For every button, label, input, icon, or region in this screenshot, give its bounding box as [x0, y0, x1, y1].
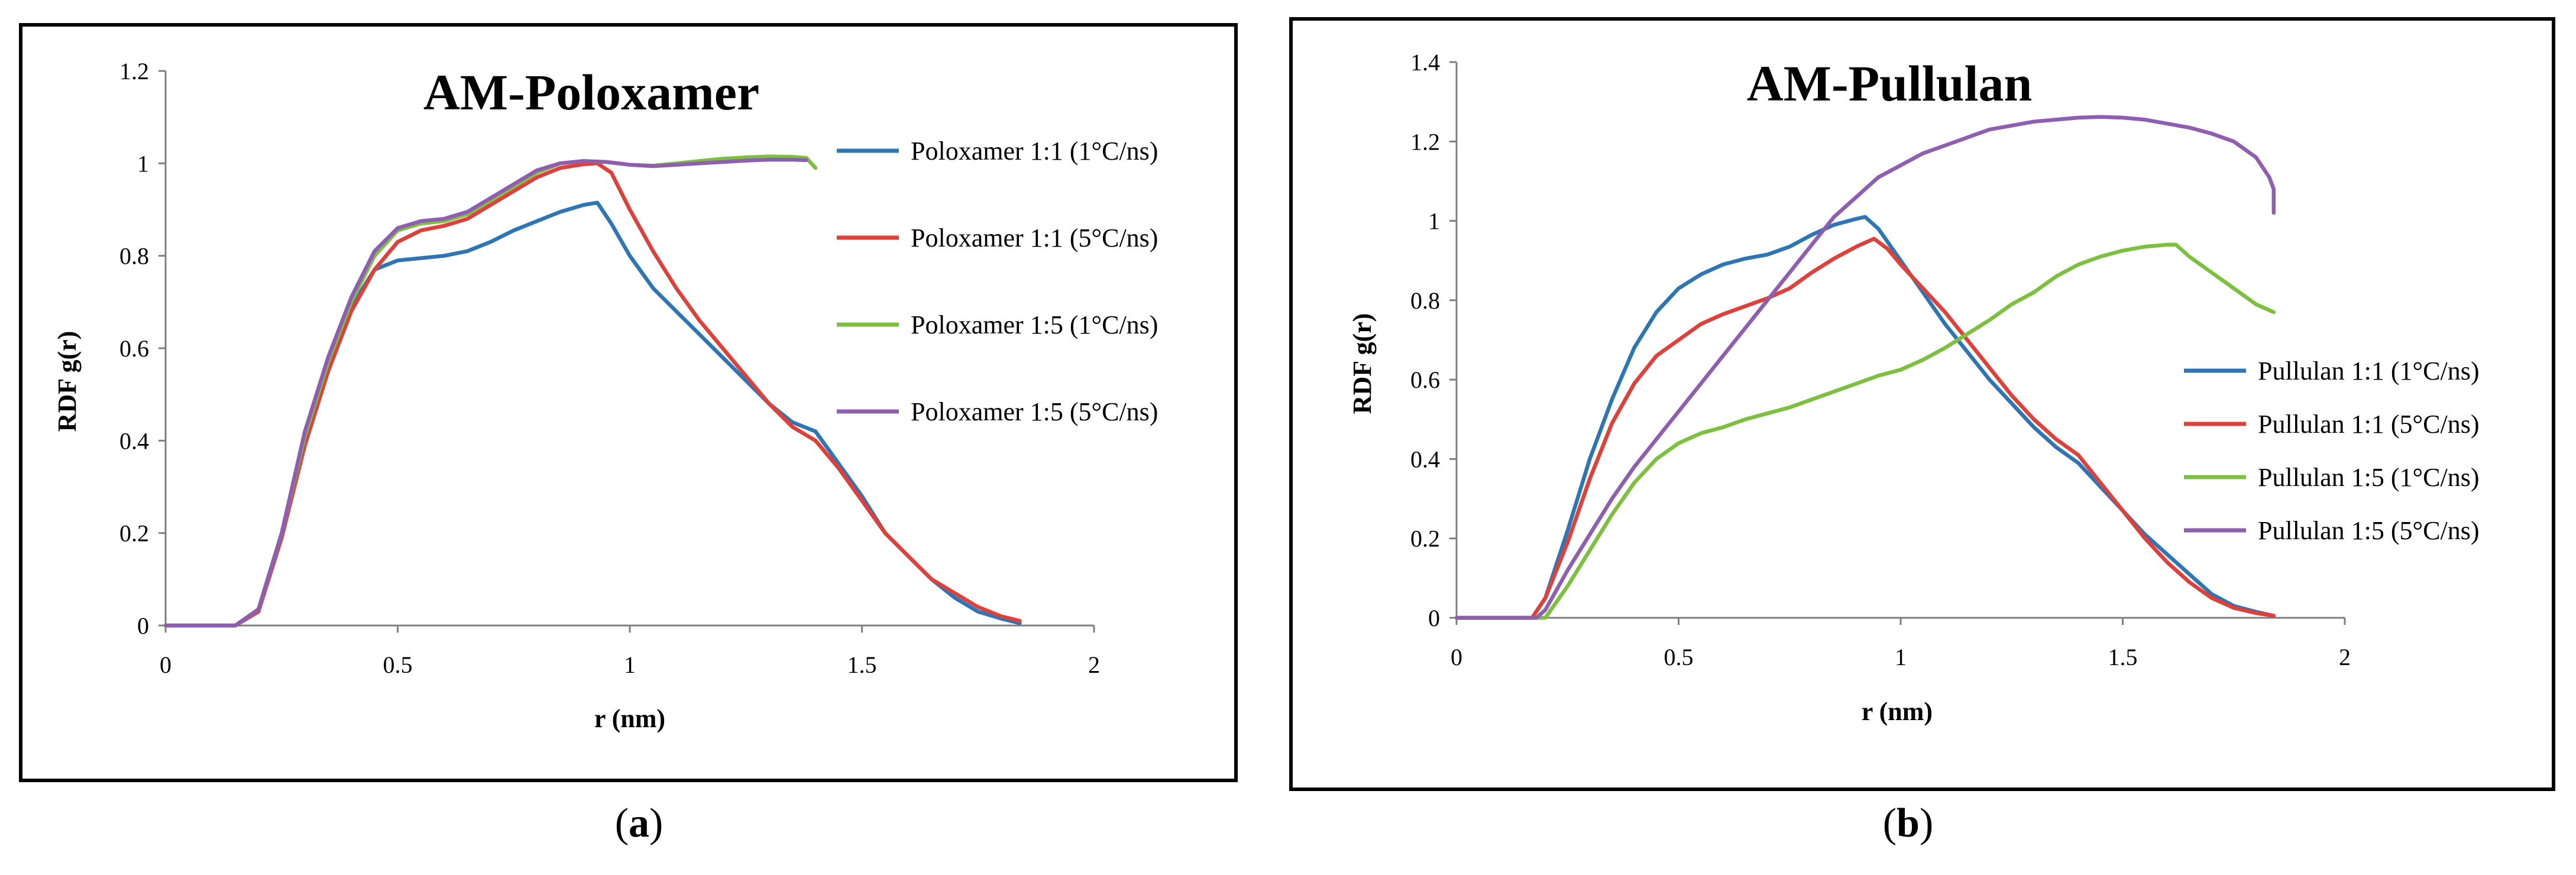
panel-a-y-tick-label: 0.6: [119, 335, 149, 362]
panel-b-y-tick-label: 1.2: [1410, 128, 1440, 155]
panel-a-x-tick-label: 0: [160, 652, 171, 678]
panel-a-label-letter: a: [629, 801, 649, 846]
panel-a-x-tick-label: 1.5: [847, 652, 877, 678]
panel-a-plot-area: 0 0.5 1 1.5 2 0 0.2 0.4 0.6 0.8 1 1.2: [119, 58, 1100, 678]
panel-a-x-tick-label: 0.5: [383, 652, 413, 678]
panel-b-legend-label-1: Pullulan 1:1 (1°C/ns): [2258, 357, 2480, 385]
panel-b-x-tick-label: 1.5: [2108, 644, 2138, 670]
panel-a-legend: Poloxamer 1:1 (1°C/ns) Poloxamer 1:1 (5°C…: [837, 137, 1158, 426]
panel-a-y-tick-label: 1: [137, 150, 149, 177]
panel-a-label: ( a ): [615, 801, 664, 846]
panel-a-title: AM-Poloxamer: [423, 64, 759, 121]
panel-a-frame: [19, 23, 1238, 782]
panel-b-y-tick-label: 1: [1428, 208, 1440, 235]
panel-b-legend-label-4: Pullulan 1:5 (5°C/ns): [2258, 516, 2480, 545]
panel-b-series-line-1: [1454, 215, 2276, 620]
svg-text:(: (: [1883, 801, 1897, 846]
svg-text:): ): [1920, 801, 1933, 846]
panel-a-x-tick-label: 1: [624, 652, 636, 678]
panel-b-legend-label-2: Pullulan 1:1 (5°C/ns): [2258, 410, 2480, 439]
panel-b-y-tick-label: 0.2: [1410, 526, 1440, 552]
panel-b-x-tick-label: 0.5: [1664, 644, 1694, 670]
panel-a-x-axis-label: r (nm): [594, 704, 665, 733]
svg-text:(: (: [615, 801, 629, 846]
panel-b-y-axis-label: RDF g(r): [1348, 313, 1377, 414]
panel-b-y-tick-label: 1.4: [1410, 49, 1440, 76]
panel-b-legend-label-3: Pullulan 1:5 (1°C/ns): [2258, 463, 2480, 492]
panel-b-title: AM-Pullulan: [1747, 55, 2033, 112]
panel-a-x-tick-label: 2: [1088, 652, 1100, 678]
panel-a-series-line-2: [163, 161, 1022, 628]
panel-b-series-line-3: [1454, 242, 2276, 620]
panel-a-legend-label-1: Poloxamer 1:1 (1°C/ns): [911, 137, 1158, 166]
panel-b-plot-area: 0 0.5 1 1.5 2 0 0.2 0.4 0.6 0.8 1 1.2 1.4: [1410, 49, 2351, 670]
panel-a-series-line-4: [163, 157, 808, 628]
panel-a-y-tick-label: 0.2: [119, 520, 149, 547]
panel-b-y-tick-label: 0: [1428, 605, 1440, 631]
panel-b-x-axis-label: r (nm): [1862, 697, 1933, 726]
panel-b-y-tick-label: 0.4: [1410, 446, 1440, 472]
panel-b-x-tick-label: 0: [1451, 644, 1462, 670]
panel-b-frame: [1289, 17, 2555, 791]
panel-b-label: ( b ): [1883, 801, 1934, 846]
panel-a-legend-label-3: Poloxamer 1:5 (1°C/ns): [911, 310, 1158, 339]
panel-b-series-line-4: [1454, 115, 2276, 620]
panel-b-y-tick-label: 0.8: [1410, 287, 1440, 314]
panel-a-y-tick-label: 0.8: [119, 243, 149, 270]
panel-a-y-axis-label: RDF g(r): [53, 331, 82, 432]
panel-b-legend: Pullulan 1:1 (1°C/ns) Pullulan 1:1 (5°C/n…: [2184, 357, 2480, 545]
panel-a-y-tick-label: 1.2: [119, 58, 149, 85]
panel-a-y-tick-label: 0.4: [119, 427, 149, 454]
panel-b-label-letter: b: [1897, 801, 1920, 846]
panel-a-legend-label-4: Poloxamer 1:5 (5°C/ns): [911, 397, 1158, 426]
panel-b-series-line-2: [1454, 236, 2276, 620]
panel-a-y-tick-label: 0: [137, 612, 149, 639]
panel-b-x-tick-label: 2: [2339, 644, 2351, 670]
svg-text:): ): [649, 801, 663, 846]
panel-a-legend-label-2: Poloxamer 1:1 (5°C/ns): [911, 223, 1158, 252]
panel-b-x-tick-label: 1: [1895, 644, 1907, 670]
panel-b: AM-Pullulan 0 0.5 1 1.5 2 0 0.2 0.4 0.6 0.8 1 1.2 1.…: [1289, 17, 2555, 846]
panel-b-y-tick-label: 0.6: [1410, 367, 1440, 393]
panel-a: AM-Poloxamer 0 0.5 1 1.5 200.20.40.60.811.2 …: [19, 23, 1238, 846]
